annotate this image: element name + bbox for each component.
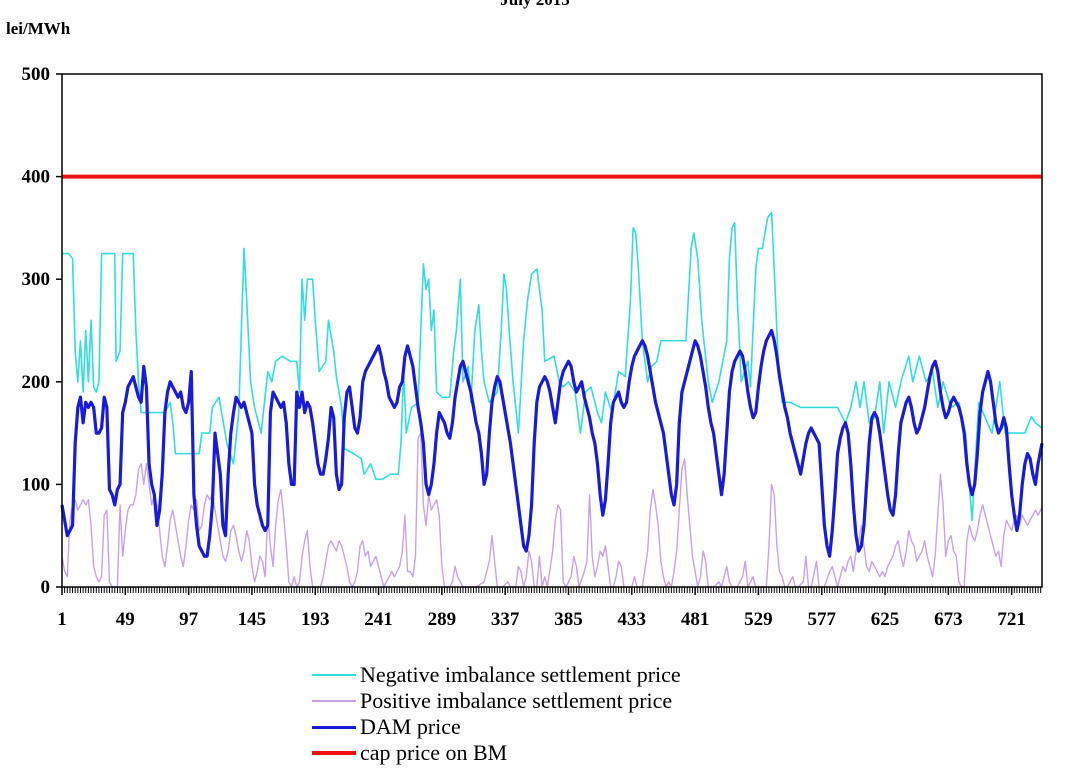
x-tick-label: 1 — [57, 609, 67, 630]
legend-swatch — [312, 725, 356, 729]
x-tick-label: 193 — [301, 609, 330, 630]
legend-label: DAM price — [360, 714, 461, 739]
x-tick-label: 721 — [997, 609, 1026, 630]
legend-label: cap price on BM — [360, 740, 508, 765]
x-tick-label: 625 — [871, 609, 900, 630]
legend-swatch — [312, 751, 356, 755]
x-tick-label: 433 — [618, 609, 647, 630]
series-line-1 — [61, 432, 1043, 588]
x-tick-label: 289 — [428, 609, 457, 630]
y-tick-label: 200 — [22, 372, 51, 393]
series-line-2 — [60, 328, 1044, 558]
y-tick-label: 400 — [22, 167, 51, 188]
x-tick-label: 49 — [116, 609, 135, 630]
legend-swatch — [312, 674, 356, 676]
y-tick-label: 100 — [22, 474, 51, 495]
x-tick-label: 145 — [238, 609, 267, 630]
legend-item: Negative imbalance settlement price — [312, 662, 681, 688]
legend-item: DAM price — [312, 714, 681, 740]
legend-item: cap price on BM — [312, 740, 681, 766]
x-tick-label: 385 — [554, 609, 583, 630]
legend-swatch — [312, 700, 356, 702]
x-tick-label: 529 — [744, 609, 773, 630]
x-tick-label: 97 — [179, 609, 199, 630]
legend-item: Positive imbalance settlement price — [312, 688, 681, 714]
y-tick-label: 500 — [22, 64, 51, 85]
legend-label: Positive imbalance settlement price — [360, 688, 673, 713]
plot-area: 0 100 200 300 400 500 1 49 97 145 193 241 289 337 385 4… — [22, 64, 1044, 630]
axes-layer: 0 100 200 300 400 500 1 49 97 145 193 241 289 337 385 4… — [22, 64, 1043, 630]
chart-title: July 2013 — [500, 0, 569, 9]
series-line-0 — [62, 211, 1043, 522]
plot-frame — [61, 73, 1043, 588]
x-tick-label: 241 — [364, 609, 393, 630]
legend-label: Negative imbalance settlement price — [360, 662, 681, 687]
x-tick-label: 481 — [681, 609, 710, 630]
x-tick-label: 577 — [807, 609, 836, 630]
x-minor-ticks — [61, 587, 1042, 593]
legend: Negative imbalance settlement price Posit… — [312, 662, 681, 766]
y-tick-label: 300 — [22, 269, 51, 290]
series-layer — [60, 174, 1044, 588]
y-tick-label: 0 — [41, 577, 51, 598]
y-axis-label: lei/MWh — [6, 19, 71, 38]
x-tick-label: 337 — [491, 609, 520, 630]
x-tick-label: 673 — [934, 609, 963, 630]
